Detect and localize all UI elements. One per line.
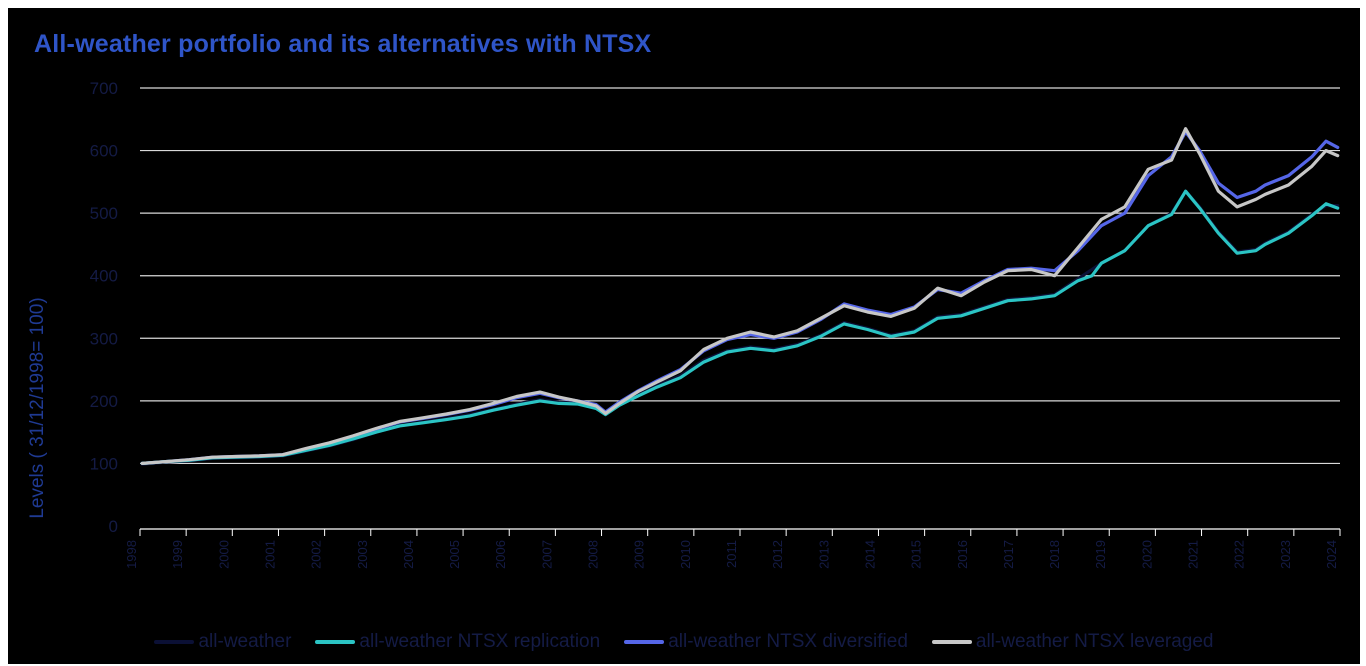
x-tick-label: 2008 <box>586 540 601 569</box>
x-tick-label: 2023 <box>1278 540 1293 569</box>
x-tick-label: 2005 <box>447 540 462 569</box>
x-tick-label: 2018 <box>1047 540 1062 569</box>
series-line <box>140 189 1340 465</box>
legend-entry: all-weather <box>154 631 291 653</box>
y-axis-label: Levels ( 31/12/1998= 100) <box>27 297 48 519</box>
x-tick-label: 2002 <box>309 540 324 569</box>
legend-swatch <box>624 640 665 644</box>
x-tick-label: 2022 <box>1232 540 1247 569</box>
plot-area: 0 100 200 300 400 500 600 700 1998 1999 2000 2001 2… <box>90 79 1341 569</box>
series-line <box>140 130 1340 465</box>
legend: all-weather all-weather NTSX replication a… <box>8 626 1360 658</box>
legend-entry: all-weather NTSX leveraged <box>931 631 1214 653</box>
legend-entry: all-weather NTSX replication <box>315 631 600 653</box>
gridlines <box>140 87 1340 465</box>
x-tick-label: 2013 <box>816 540 831 569</box>
x-tick-label: 2000 <box>216 540 231 569</box>
x-tick-label: 2006 <box>493 540 508 569</box>
x-tick-label: 2014 <box>862 540 877 569</box>
x-tick-label: 2012 <box>770 540 785 569</box>
y-tick-label: 700 <box>90 79 118 98</box>
x-tick-label: 2016 <box>955 540 970 569</box>
chart-title: All-weather portfolio and its alternativ… <box>34 30 652 58</box>
y-tick-label: 300 <box>90 329 118 348</box>
legend-swatch <box>154 640 195 644</box>
x-tick-label: 2003 <box>355 540 370 569</box>
legend-label: all-weather NTSX diversified <box>668 631 908 652</box>
y-tick-label: 600 <box>90 142 118 161</box>
x-tick-label: 2017 <box>1001 540 1016 569</box>
y-tick-label: 400 <box>90 267 118 286</box>
series-lines <box>140 127 1340 466</box>
y-tick-label: 500 <box>90 204 118 223</box>
y-tick-label: 200 <box>90 392 118 411</box>
series-line <box>140 189 1340 466</box>
x-tick-label: 2019 <box>1093 540 1108 569</box>
x-tick-label: 2015 <box>909 540 924 569</box>
x-tick-label: 1999 <box>170 540 185 569</box>
chart-frame: All-weather portfolio and its alternativ… <box>8 8 1360 664</box>
x-tick-label: 2004 <box>401 540 416 569</box>
x-tick-label: 2024 <box>1324 540 1339 569</box>
series-line <box>140 127 1340 465</box>
x-tick-label: 2010 <box>678 540 693 569</box>
legend-entry: all-weather NTSX diversified <box>624 631 908 653</box>
legend-label: all-weather NTSX leveraged <box>975 631 1214 652</box>
x-tick-label: 2011 <box>724 540 739 568</box>
x-tick-label: 2021 <box>1186 540 1201 569</box>
x-axis: 1998 1999 2000 2001 2002 2003 2004 2005 2006 2007… <box>124 528 1341 569</box>
legend-swatch <box>315 640 356 644</box>
legend-swatch <box>931 640 972 644</box>
x-tick-label: 2007 <box>539 540 554 569</box>
x-tick-label: 2020 <box>1139 540 1154 569</box>
y-axis-ticks: 0 100 200 300 400 500 600 700 <box>90 79 118 536</box>
legend-label: all-weather NTSX replication <box>359 631 601 652</box>
x-tick-label: 2009 <box>632 540 647 569</box>
x-tick-label: 1998 <box>124 540 139 569</box>
y-tick-label: 100 <box>90 454 118 473</box>
y-tick-label: 0 <box>109 517 118 536</box>
legend-label: all-weather <box>198 631 292 652</box>
x-tick-label: 2001 <box>262 540 277 569</box>
